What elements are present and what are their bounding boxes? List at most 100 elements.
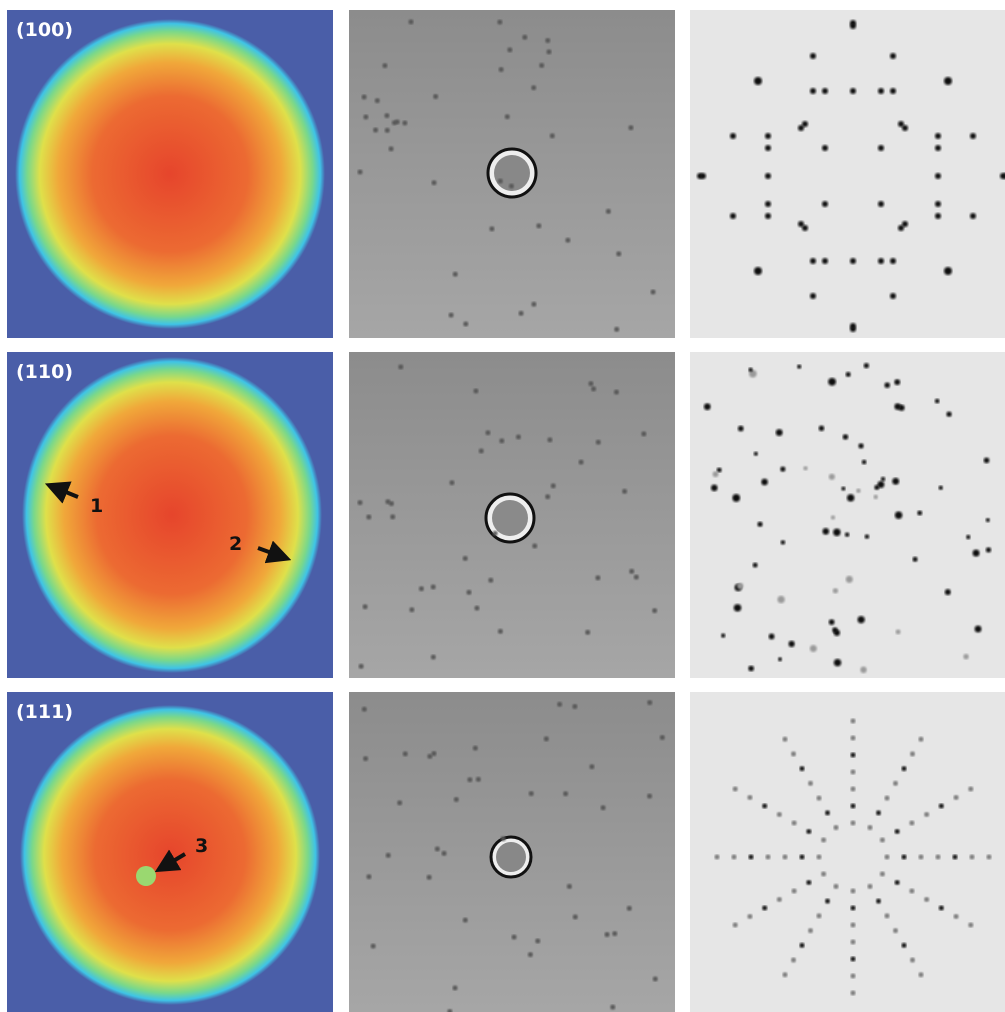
spot bbox=[822, 258, 828, 264]
spot bbox=[371, 944, 376, 949]
spot bbox=[454, 797, 459, 802]
spot bbox=[936, 855, 941, 860]
spot bbox=[778, 657, 782, 661]
spot bbox=[878, 88, 884, 94]
spot bbox=[944, 267, 952, 275]
spot bbox=[700, 173, 706, 179]
spot bbox=[359, 664, 364, 669]
spot bbox=[721, 633, 725, 637]
intensity-maps bbox=[7, 10, 333, 1012]
spot bbox=[431, 655, 436, 660]
spot bbox=[453, 985, 458, 990]
spot bbox=[792, 889, 797, 894]
spot bbox=[890, 53, 896, 59]
spot bbox=[833, 588, 838, 593]
spot bbox=[902, 855, 907, 860]
spot bbox=[851, 736, 856, 741]
spot bbox=[893, 928, 898, 933]
spot bbox=[734, 604, 742, 612]
spot bbox=[545, 494, 550, 499]
spot bbox=[800, 943, 805, 948]
spot bbox=[893, 781, 898, 786]
spot bbox=[366, 515, 371, 520]
spot bbox=[890, 88, 896, 94]
spot bbox=[817, 855, 822, 860]
spot bbox=[898, 225, 904, 231]
spot bbox=[851, 719, 856, 724]
spot bbox=[909, 821, 914, 826]
spot bbox=[748, 368, 752, 372]
spot bbox=[610, 1005, 615, 1010]
spot bbox=[616, 251, 621, 256]
spot bbox=[935, 133, 941, 139]
spot bbox=[902, 943, 907, 948]
spot bbox=[509, 184, 514, 189]
spot bbox=[783, 737, 788, 742]
spot bbox=[730, 133, 736, 139]
spot bbox=[946, 412, 951, 417]
spot bbox=[862, 460, 867, 465]
spot bbox=[762, 804, 767, 809]
spot bbox=[432, 180, 437, 185]
spot bbox=[427, 754, 432, 759]
spot bbox=[970, 213, 976, 219]
spot bbox=[572, 704, 577, 709]
spot bbox=[715, 855, 720, 860]
spot bbox=[532, 543, 537, 548]
spot bbox=[730, 213, 736, 219]
spot bbox=[851, 974, 856, 979]
spot bbox=[968, 923, 973, 928]
spot bbox=[850, 258, 856, 264]
spot bbox=[822, 88, 828, 94]
spot bbox=[847, 494, 855, 502]
spot bbox=[972, 549, 979, 556]
spot bbox=[806, 829, 811, 834]
spot bbox=[878, 258, 884, 264]
spot bbox=[473, 389, 478, 394]
spot bbox=[781, 540, 786, 545]
spot bbox=[605, 932, 610, 937]
spot bbox=[660, 735, 665, 740]
spot bbox=[473, 746, 478, 751]
spot bbox=[466, 590, 471, 595]
spot bbox=[606, 209, 611, 214]
spot bbox=[507, 47, 512, 52]
spot bbox=[803, 466, 807, 470]
spot bbox=[881, 477, 885, 481]
spot bbox=[857, 616, 864, 623]
spot bbox=[614, 327, 619, 332]
spot bbox=[463, 556, 468, 561]
spot bbox=[628, 125, 633, 130]
spot bbox=[573, 914, 578, 919]
spot bbox=[766, 855, 771, 860]
spot bbox=[557, 702, 562, 707]
spot bbox=[944, 77, 952, 85]
spot bbox=[362, 707, 367, 712]
spot bbox=[622, 489, 627, 494]
spot bbox=[822, 201, 828, 207]
spot bbox=[945, 589, 951, 595]
spot bbox=[851, 804, 856, 809]
spot bbox=[834, 825, 839, 830]
spot bbox=[802, 121, 808, 127]
spot bbox=[868, 884, 873, 889]
spot bbox=[403, 751, 408, 756]
spot bbox=[747, 795, 752, 800]
spot bbox=[488, 578, 493, 583]
spot bbox=[919, 855, 924, 860]
spot bbox=[868, 825, 873, 830]
spot bbox=[647, 794, 652, 799]
spot bbox=[737, 583, 743, 589]
spot bbox=[641, 431, 646, 436]
spot bbox=[939, 906, 944, 911]
spot bbox=[919, 972, 924, 977]
spot bbox=[909, 889, 914, 894]
annotation: 3 bbox=[195, 835, 208, 857]
spot bbox=[935, 399, 940, 404]
spot bbox=[749, 855, 754, 860]
spot bbox=[754, 452, 758, 456]
spot bbox=[777, 812, 782, 817]
spot bbox=[791, 958, 796, 963]
spot bbox=[924, 897, 929, 902]
spot bbox=[851, 753, 856, 758]
